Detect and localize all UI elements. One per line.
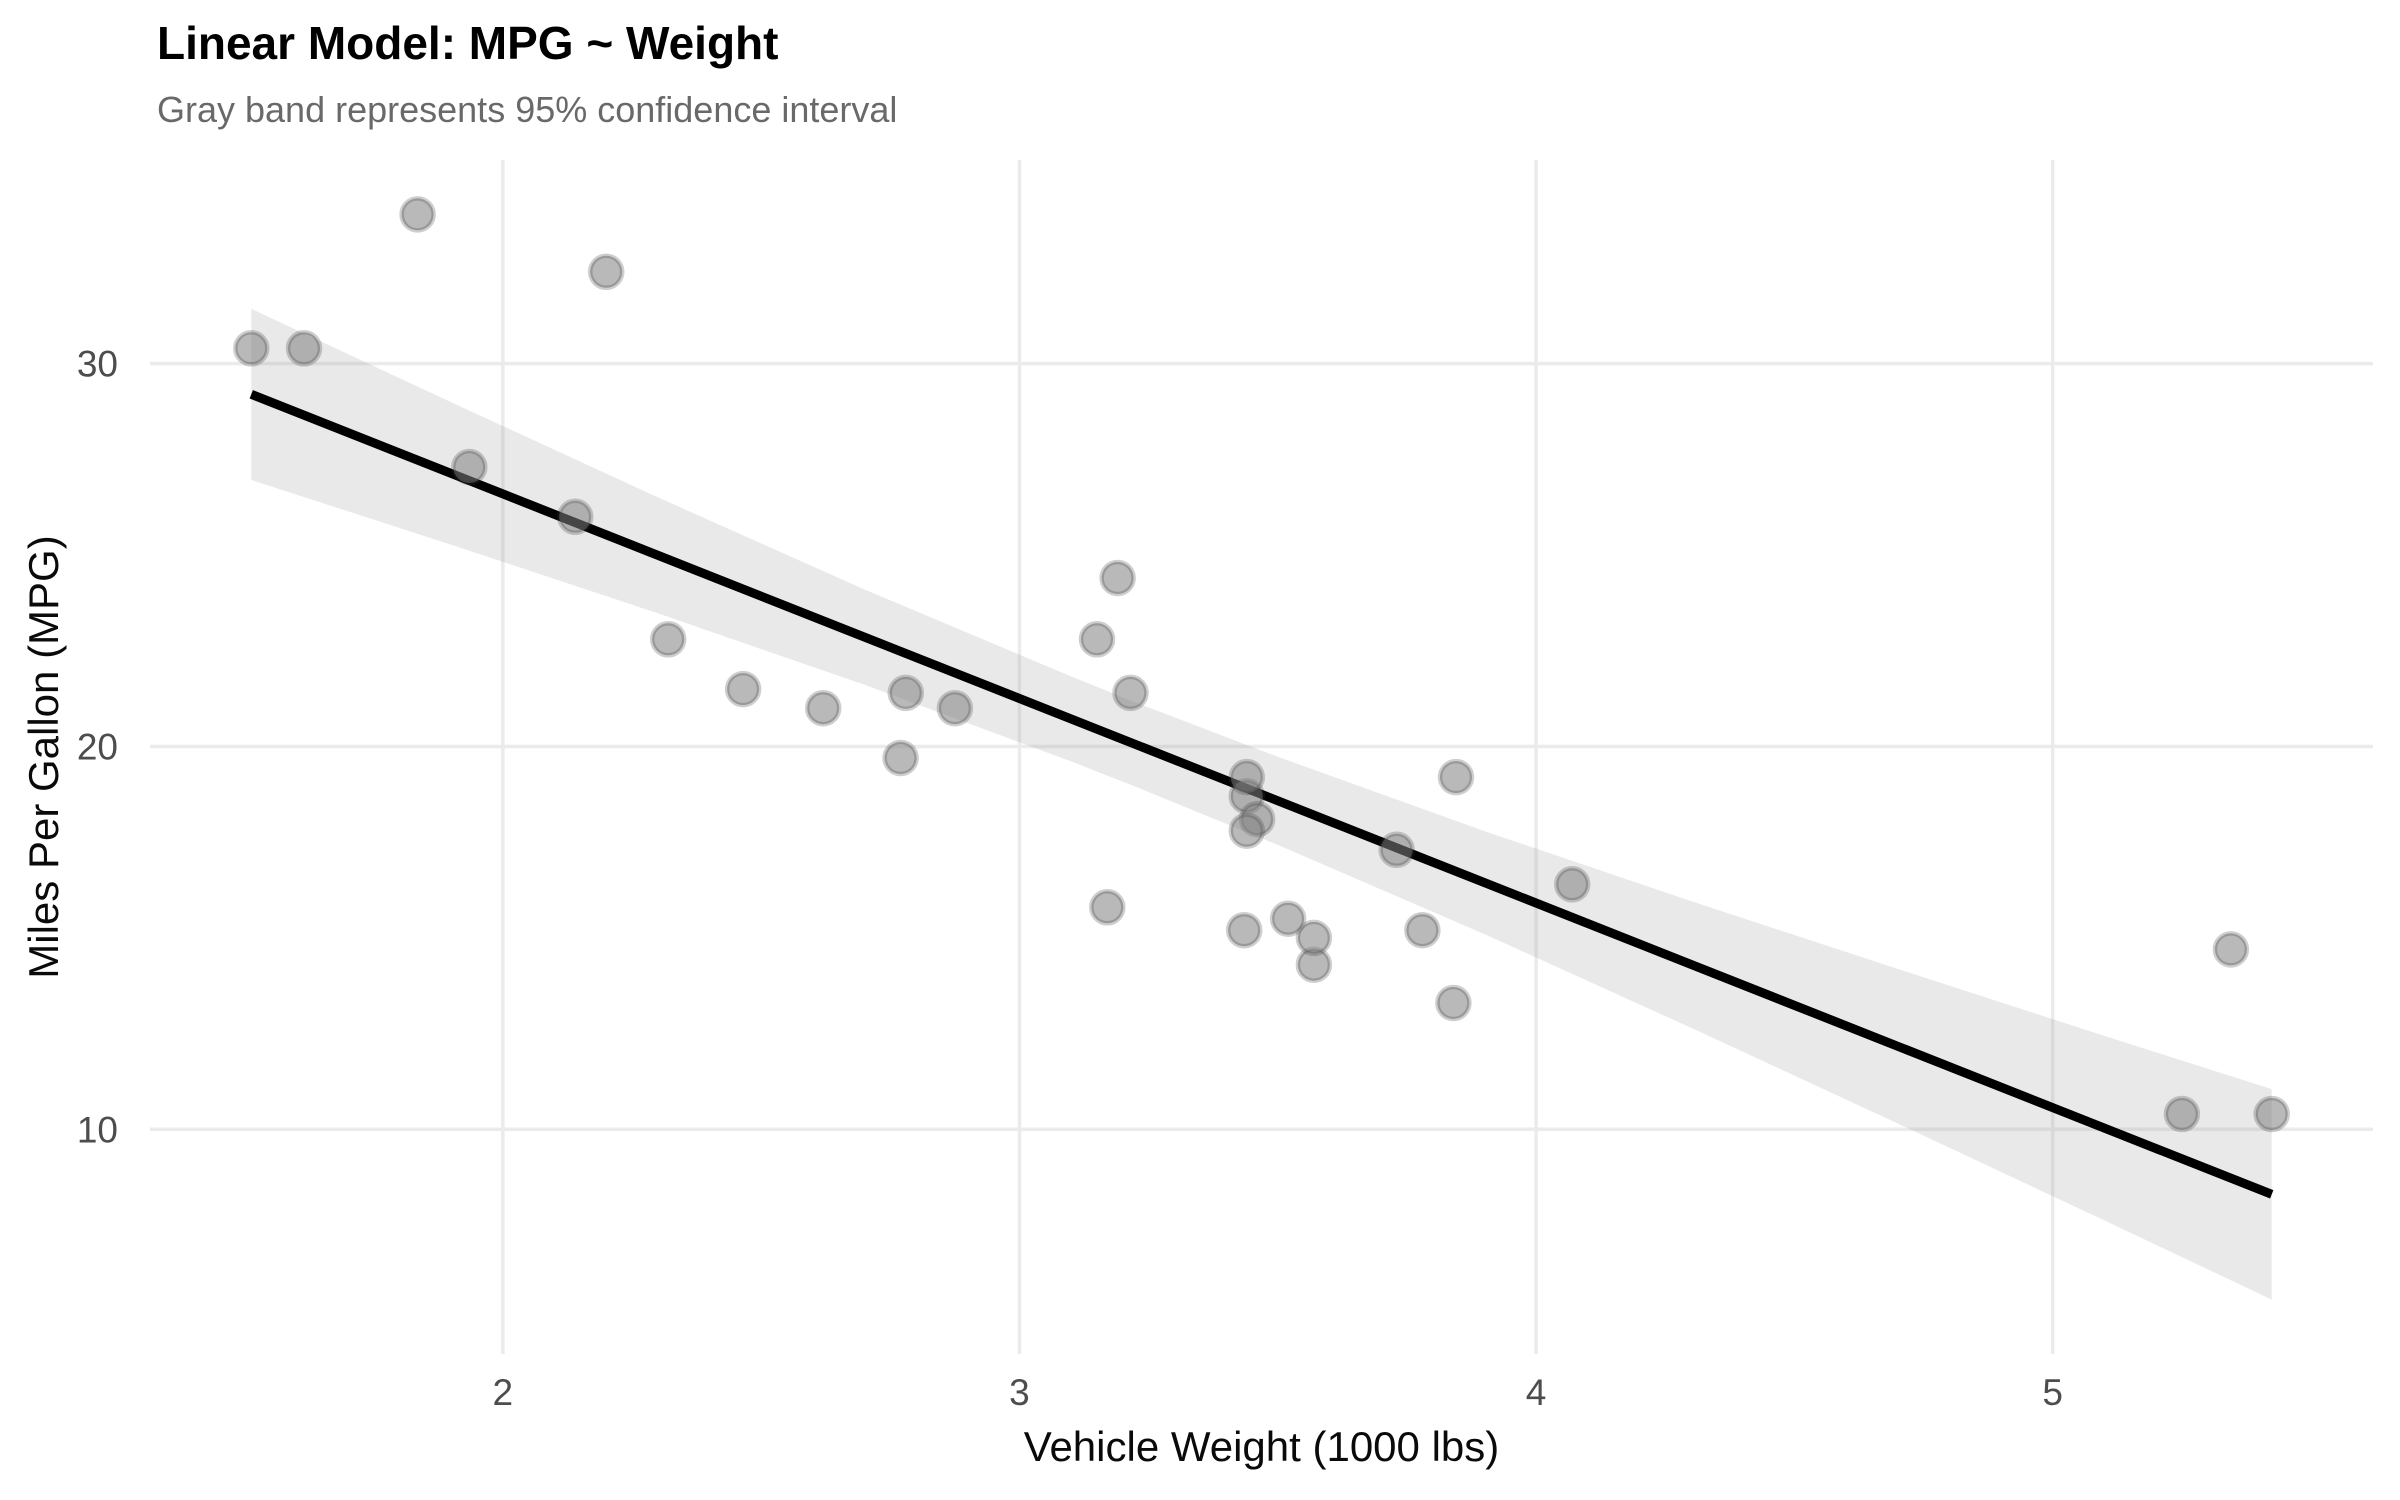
data-point <box>1225 911 1263 949</box>
data-point <box>2253 1095 2290 1133</box>
data-point <box>1269 900 1307 937</box>
data-point <box>804 689 842 727</box>
y-tick-label: 20 <box>77 726 118 767</box>
chart-subtitle: Gray band represents 95% confidence inte… <box>157 89 898 130</box>
y-tick-label: 10 <box>77 1109 118 1150</box>
data-point <box>1435 984 1472 1022</box>
data-point <box>1437 758 1475 796</box>
data-point <box>1553 866 1591 903</box>
x-tick-label: 2 <box>493 1372 514 1413</box>
y-tick-label: 30 <box>77 344 118 385</box>
data-point <box>1112 674 1149 712</box>
chart-title: Linear Model: MPG ~ Weight <box>157 17 779 69</box>
data-point <box>285 330 323 367</box>
data-point <box>1078 621 1116 658</box>
data-point <box>399 196 436 233</box>
data-point <box>451 448 488 486</box>
data-point <box>724 670 762 708</box>
y-axis-title: Miles Per Gallon (MPG) <box>20 535 67 979</box>
x-axis-title: Vehicle Weight (1000 lbs) <box>1023 1423 1500 1470</box>
data-point <box>2163 1095 2201 1133</box>
data-point <box>1295 919 1333 957</box>
data-point <box>882 739 919 777</box>
x-tick-label: 3 <box>1009 1372 1030 1413</box>
data-point <box>1099 559 1136 597</box>
data-point <box>233 330 270 367</box>
data-point <box>2212 931 2250 968</box>
x-tick-label: 5 <box>2042 1372 2063 1413</box>
data-point <box>1228 812 1266 849</box>
data-point <box>649 621 687 658</box>
data-point <box>1404 911 1441 949</box>
data-point <box>1378 831 1415 869</box>
data-point <box>1228 758 1266 796</box>
data-point <box>587 253 625 291</box>
data-point <box>887 674 925 712</box>
x-tick-label: 4 <box>1526 1372 1547 1413</box>
data-point <box>1089 889 1126 926</box>
data-point <box>936 689 974 727</box>
data-point <box>556 498 594 536</box>
